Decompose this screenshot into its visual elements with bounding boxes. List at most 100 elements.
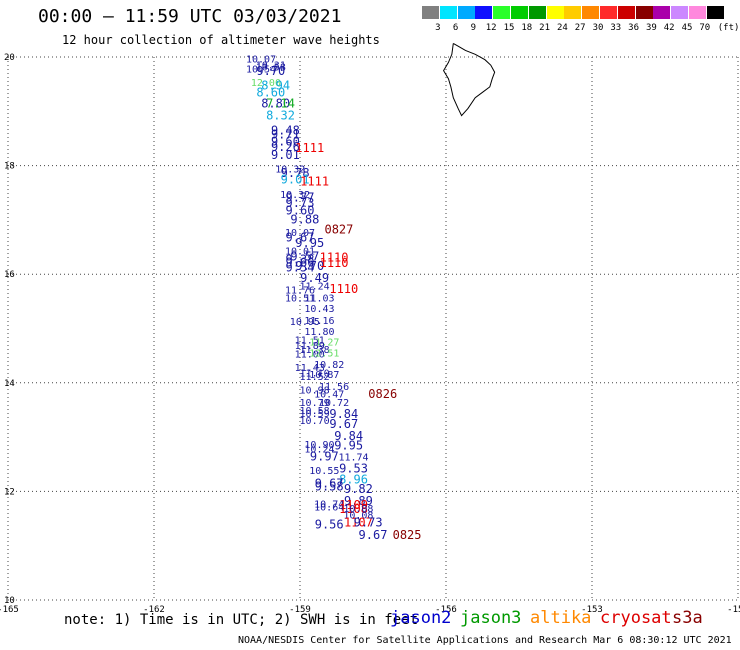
wave-height-label: 7.14 bbox=[266, 96, 295, 110]
wave-height-label: 9.78 bbox=[281, 166, 310, 180]
colorbar-label: 15 bbox=[503, 23, 515, 33]
wave-height-label: 10.58 bbox=[256, 63, 286, 74]
x-tick-label: -150 bbox=[727, 605, 740, 615]
wave-height-label: 9.88 bbox=[290, 213, 319, 227]
colorbar-label: 24 bbox=[556, 23, 568, 33]
wave-height-label: 9.67 bbox=[286, 231, 315, 245]
wave-height-label: 10.64 bbox=[314, 502, 344, 513]
wave-height-label: 1109 bbox=[339, 498, 368, 512]
colorbar-swatch bbox=[582, 6, 600, 19]
wave-height-label: 9.48 bbox=[271, 124, 300, 138]
wave-height-label: 9.53 bbox=[339, 461, 368, 475]
wave-height-label: 9.58 bbox=[315, 479, 344, 493]
colorbar-label: 42 bbox=[663, 23, 675, 33]
wave-height-label: 9.60 bbox=[271, 135, 300, 149]
wave-height-label: 1107 bbox=[344, 516, 373, 530]
wave-height-label: 11.52 bbox=[300, 372, 330, 383]
wave-height-label: 9.67 bbox=[329, 417, 358, 431]
wave-height-label: 11.74 bbox=[338, 452, 368, 463]
wave-height-label: 10.07 bbox=[285, 228, 315, 239]
colorbar-label: 39 bbox=[645, 23, 657, 33]
credit-line: NOAA/NESDIS Center for Satellite Applica… bbox=[238, 635, 732, 646]
wave-height-label: 1110 bbox=[329, 282, 358, 296]
wave-height-label: 9.67 bbox=[315, 477, 344, 491]
wave-height-label: 10.32 bbox=[280, 190, 310, 201]
wave-height-label: 10.59 bbox=[300, 409, 330, 420]
colorbar-swatch bbox=[564, 6, 582, 19]
wave-height-label: 8.60 bbox=[256, 86, 285, 100]
wave-height-label: 10.01 bbox=[285, 247, 315, 258]
wave-height-label: 10.51 bbox=[285, 293, 315, 304]
colorbar-swatch bbox=[600, 6, 617, 19]
wave-height-label: 11.03 bbox=[304, 293, 334, 304]
y-tick-label: 18 bbox=[4, 162, 15, 172]
chart-subtitle: 12 hour collection of altimeter wave hei… bbox=[62, 33, 380, 47]
y-tick-label: 12 bbox=[4, 487, 15, 497]
chart-title: 00:00 – 11:59 UTC 03/03/2021 bbox=[38, 6, 342, 27]
wave-height-label: 8.80 bbox=[261, 96, 290, 110]
colorbar-label: 27 bbox=[574, 23, 586, 33]
colorbar-swatch bbox=[653, 6, 671, 19]
island-of-hawaii-coastline bbox=[442, 42, 496, 117]
wave-height-label: 10.98 bbox=[300, 386, 330, 397]
wave-height-label: 10.58 bbox=[300, 406, 330, 417]
colorbar-label: 36 bbox=[628, 23, 640, 33]
colorbar-label: (ft) bbox=[717, 23, 740, 33]
wave-height-label: 10.07 bbox=[246, 54, 276, 65]
wave-height-label: 9.71 bbox=[271, 127, 300, 141]
wave-height-label: 9.38 bbox=[286, 252, 315, 266]
wave-height-label: 11.27 bbox=[309, 337, 339, 348]
wave-height-label: 10.72 bbox=[319, 398, 349, 409]
wave-height-label: 9.54 bbox=[286, 260, 315, 274]
wave-height-label: 0825 bbox=[393, 528, 422, 542]
wave-height-label: 9.66 bbox=[286, 256, 315, 270]
wave-height-label: 11.00 bbox=[295, 349, 325, 360]
wave-height-label: 9.01 bbox=[271, 148, 300, 162]
wave-height-label: 12.51 bbox=[309, 349, 339, 360]
wave-height-label: 9.89 bbox=[344, 494, 373, 508]
colorbar-swatch bbox=[546, 6, 564, 19]
wave-height-label: 9.73 bbox=[286, 196, 315, 210]
wave-height-label: 9.95 bbox=[295, 236, 324, 250]
wave-height-label: 11.89 bbox=[295, 341, 325, 352]
wave-height-label: 10.79 bbox=[300, 398, 330, 409]
y-tick-label: 16 bbox=[4, 270, 15, 280]
colorbar-swatch bbox=[493, 6, 511, 19]
wave-height-label: 9.95 bbox=[334, 439, 363, 453]
satellite-legend-cryosat: cryosat bbox=[600, 608, 672, 628]
wave-height-label: 9.70 bbox=[256, 64, 285, 78]
y-tick-label: 20 bbox=[4, 53, 15, 63]
wave-height-label: 9.97 bbox=[310, 449, 339, 463]
colorbar-label: 33 bbox=[610, 23, 622, 33]
y-tick-label: 10 bbox=[4, 596, 15, 606]
colorbar-swatch bbox=[439, 6, 457, 19]
wave-height-label: 12.00 bbox=[251, 78, 281, 89]
colorbar-label: 30 bbox=[592, 23, 604, 33]
x-tick-label: -162 bbox=[143, 605, 165, 615]
wave-height-label: 11.24 bbox=[300, 281, 330, 292]
wave-height-label: 10.08 bbox=[343, 504, 373, 515]
wave-height-label: 9.57 bbox=[290, 250, 319, 264]
wave-height-label: 10.43 bbox=[304, 304, 334, 315]
wave-height-label: 8.96 bbox=[339, 472, 368, 486]
x-tick-label: -156 bbox=[435, 605, 457, 615]
wave-height-label: 9.73 bbox=[354, 516, 383, 530]
wave-height-label: 8.32 bbox=[266, 108, 295, 122]
colorbar-swatch bbox=[689, 6, 706, 19]
wave-height-label: 9.49 bbox=[300, 271, 329, 285]
satellite-legend-altika: altika bbox=[530, 608, 592, 628]
wave-height-label: 10.24 bbox=[304, 444, 334, 455]
colorbar-label: 21 bbox=[539, 23, 551, 33]
x-tick-label: -159 bbox=[289, 605, 311, 615]
colorbar-label: 12 bbox=[485, 23, 497, 33]
wave-height-label: 9.77 bbox=[286, 190, 315, 204]
satellite-legend-jason3: jason3 bbox=[460, 608, 522, 628]
satellite-legend-s3a: s3a bbox=[672, 608, 703, 628]
footnote: note: 1) Time is in UTC; 2) SWH is in fe… bbox=[64, 612, 419, 628]
x-tick-label: -165 bbox=[0, 605, 19, 615]
wave-height-label: 1108 bbox=[339, 502, 368, 516]
wave-height-label: 9.56 bbox=[315, 517, 344, 531]
wave-height-label: 10.82 bbox=[314, 360, 344, 371]
